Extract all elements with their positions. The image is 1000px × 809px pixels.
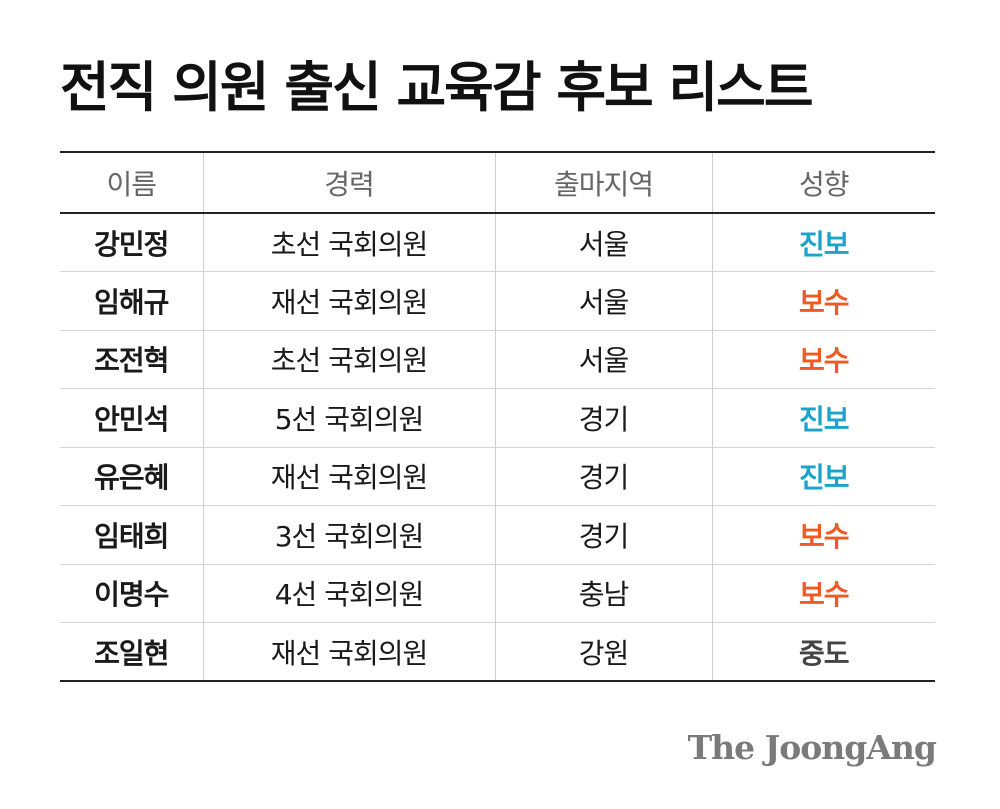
table-header-row: 이름 경력 출마지역 성향: [60, 152, 935, 213]
candidate-region: 서울: [494, 213, 712, 272]
candidate-name: 강민정: [94, 227, 169, 261]
table-row: 조일현 재선 국회의원 강원 중도: [60, 622, 935, 681]
candidate-tendency: 진보: [711, 388, 935, 447]
candidate-career: 5선 국회의원: [202, 388, 495, 447]
candidate-career: 초선 국회의원: [202, 330, 495, 389]
candidate-region: 충남: [494, 564, 712, 623]
table-row: 이명수 4선 국회의원 충남 보수: [60, 564, 935, 623]
candidate-career: 재선 국회의원: [202, 271, 495, 330]
table-row: 안민석 5선 국회의원 경기 진보: [60, 388, 935, 447]
candidate-name: 유은혜: [94, 461, 169, 495]
candidate-region: 서울: [494, 271, 712, 330]
candidate-region: 경기: [494, 447, 712, 506]
candidate-name: 안민석: [94, 402, 169, 436]
column-header-tendency: 성향: [711, 152, 935, 213]
candidate-region: 경기: [494, 388, 712, 447]
candidate-tendency: 보수: [711, 330, 935, 389]
candidate-career: 재선 국회의원: [202, 622, 495, 681]
column-header-name: 이름: [106, 167, 157, 201]
candidate-tendency: 진보: [711, 447, 935, 506]
candidate-career: 초선 국회의원: [202, 213, 495, 272]
candidate-career: 3선 국회의원: [202, 505, 495, 564]
candidate-tendency: 보수: [711, 564, 935, 623]
candidate-name: 조일현: [94, 636, 169, 670]
column-header-career: 경력: [202, 152, 495, 213]
candidate-career: 재선 국회의원: [202, 447, 495, 506]
candidate-tendency: 중도: [711, 622, 935, 681]
page-title: 전직 의원 출신 교육감 후보 리스트: [60, 56, 814, 119]
candidate-tendency: 진보: [711, 213, 935, 272]
brand-logo: The JoongAng: [687, 728, 937, 767]
candidate-table: 이름 경력 출마지역 성향 강민정 초선 국회의원 서울 진보 임해규 재선 국…: [60, 151, 935, 682]
candidate-name: 임태희: [94, 519, 169, 553]
candidate-region: 서울: [494, 330, 712, 389]
candidate-career: 4선 국회의원: [202, 564, 495, 623]
candidate-region: 강원: [494, 622, 712, 681]
table-row: 임태희 3선 국회의원 경기 보수: [60, 505, 935, 564]
column-header-region: 출마지역: [494, 152, 712, 213]
candidate-region: 경기: [494, 505, 712, 564]
table-row: 임해규 재선 국회의원 서울 보수: [60, 271, 935, 330]
candidate-name: 이명수: [94, 578, 169, 612]
candidate-tendency: 보수: [711, 271, 935, 330]
table-row: 유은혜 재선 국회의원 경기 진보: [60, 447, 935, 506]
candidate-name: 조전혁: [94, 344, 169, 378]
candidate-name: 임해규: [94, 285, 169, 319]
table-row: 조전혁 초선 국회의원 서울 보수: [60, 330, 935, 389]
candidate-tendency: 보수: [711, 505, 935, 564]
table-row: 강민정 초선 국회의원 서울 진보: [60, 213, 935, 272]
